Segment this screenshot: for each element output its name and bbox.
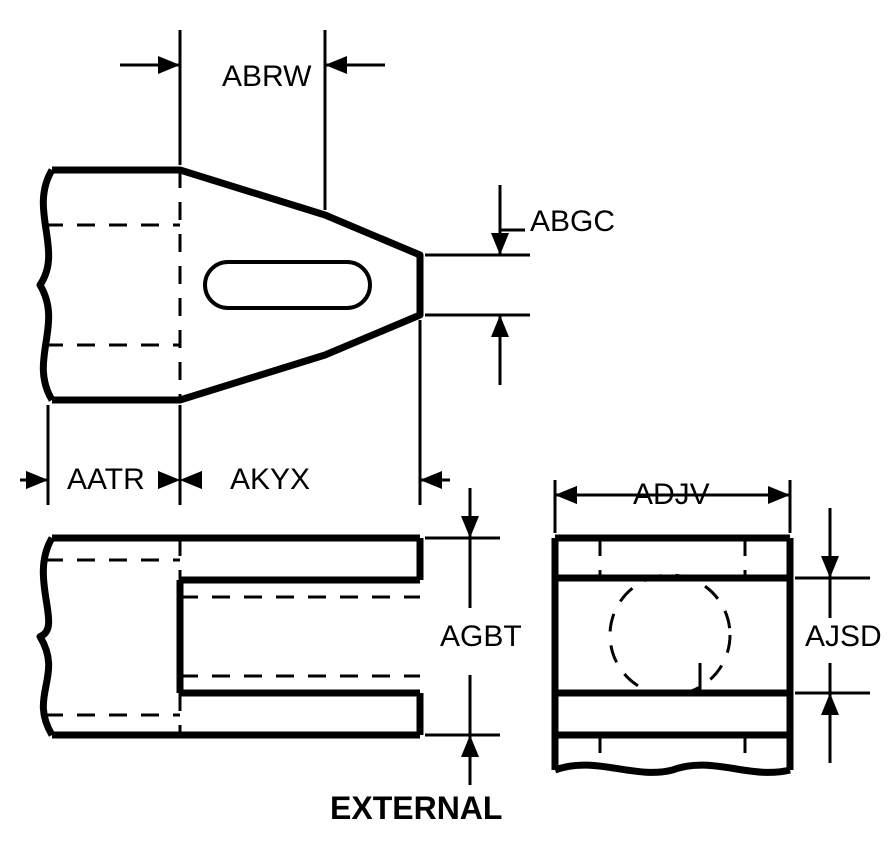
- diagram-svg: [0, 0, 893, 848]
- caption-external: EXTERNAL: [330, 790, 502, 827]
- label-agbt: AGBT: [440, 620, 522, 654]
- label-abgc: ABGC: [530, 205, 615, 239]
- diagram-canvas: ABRW ABGC AATR AKYX AGBT ADJV AJSD EXTER…: [0, 0, 893, 848]
- label-aatr: AATR: [67, 463, 145, 497]
- label-ajsd: AJSD: [805, 620, 882, 654]
- label-akyx: AKYX: [230, 463, 310, 497]
- label-abrw: ABRW: [222, 60, 311, 94]
- label-adjv: ADJV: [633, 478, 710, 512]
